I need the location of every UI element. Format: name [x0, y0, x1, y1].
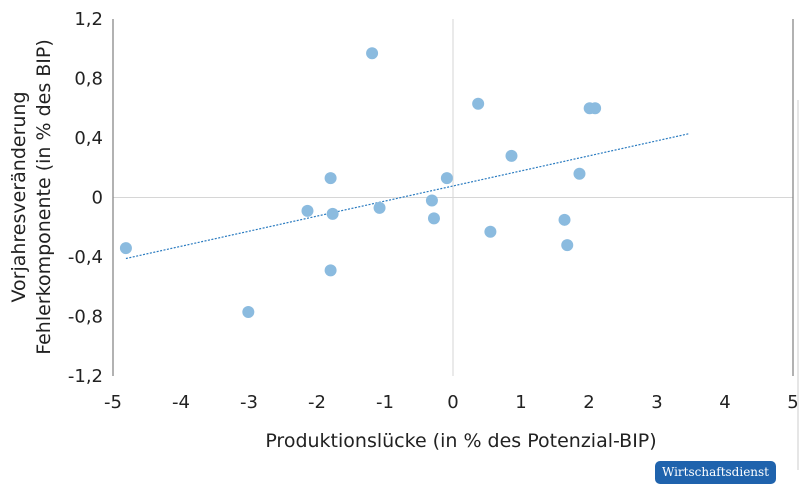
wirtschaftsdienst-logo: Wirtschaftsdienst	[655, 461, 776, 484]
data-point	[242, 306, 255, 319]
x-tick-label: 2	[583, 392, 594, 413]
x-axis-label: Produktionslücke (in % des Potenzial-BIP…	[265, 430, 656, 452]
x-tick-label: -1	[376, 392, 394, 413]
data-point	[561, 239, 574, 252]
data-point	[425, 194, 438, 207]
x-tick-label: 3	[651, 392, 662, 413]
data-point	[427, 212, 440, 225]
data-point	[505, 149, 518, 162]
y-axis-label-line: Vorjahresveränderung	[8, 91, 30, 302]
x-tick-label: 5	[787, 392, 798, 413]
data-point	[373, 201, 386, 214]
y-tick-label: 1,2	[74, 9, 103, 30]
data-point	[366, 47, 379, 60]
y-axis-label-line: Fehlerkomponente (in % des BIP)	[33, 39, 55, 355]
x-tick-label: -4	[172, 392, 190, 413]
data-point	[119, 242, 132, 255]
data-point	[472, 97, 485, 110]
data-point	[326, 207, 339, 220]
y-tick-label: 0,4	[74, 128, 103, 149]
data-point	[484, 225, 497, 238]
data-point	[301, 204, 314, 217]
data-point	[440, 172, 453, 185]
y-tick-label: 0,8	[74, 69, 103, 90]
y-tick-label: -0,4	[68, 247, 103, 268]
y-tick-label: -1,2	[68, 366, 103, 387]
trend-line	[125, 132, 690, 260]
x-tick-label: 0	[447, 392, 458, 413]
x-tick-label: -3	[240, 392, 258, 413]
x-tick-label: 1	[515, 392, 526, 413]
data-point	[324, 264, 337, 277]
x-tick-label: -2	[308, 392, 326, 413]
data-point	[324, 172, 337, 185]
data-point	[589, 102, 602, 115]
y-axis-label: Vorjahresveränderung Fehlerkomponente (in…	[8, 39, 55, 355]
x-tick-label: -5	[104, 392, 122, 413]
data-point	[558, 213, 571, 226]
y-tick-label: 0	[92, 188, 103, 209]
data-point	[573, 167, 586, 180]
x-tick-label: 4	[719, 392, 730, 413]
y-tick-label: -0,8	[68, 307, 103, 328]
